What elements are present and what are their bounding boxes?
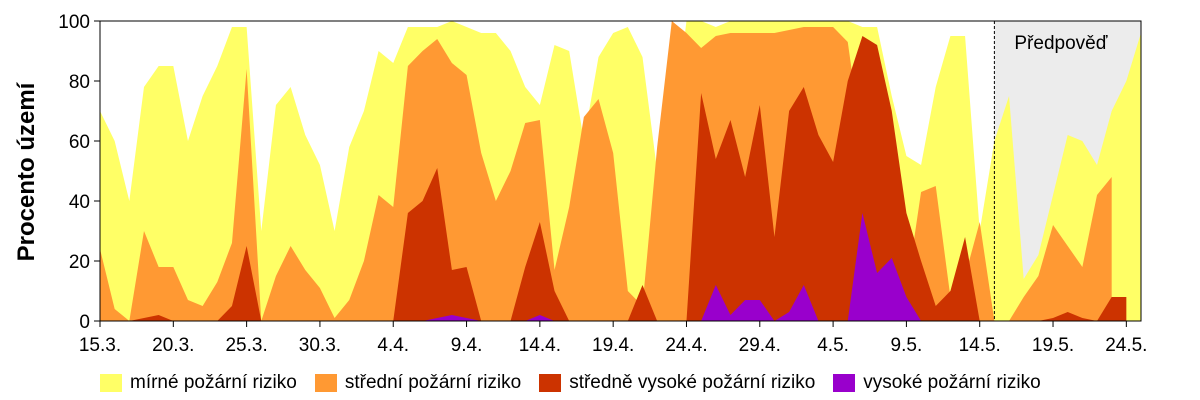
legend-swatch <box>833 374 856 392</box>
y-tick-label: 0 <box>79 312 90 333</box>
x-tick-label: 4.4. <box>377 335 409 356</box>
x-tick-label: 4.5. <box>817 335 849 356</box>
x-tick-label: 9.4. <box>451 335 483 356</box>
y-axis-title: Procento území <box>13 81 40 261</box>
x-tick-label: 29.4. <box>739 335 781 356</box>
legend-swatch <box>539 374 562 392</box>
legend-item-4: vysoké požární riziko <box>833 372 1041 394</box>
x-tick-label: 14.5. <box>959 335 1001 356</box>
legend-swatch <box>100 374 122 392</box>
legend-label: vysoké požární riziko <box>863 372 1041 393</box>
y-tick-label: 100 <box>58 12 90 33</box>
y-tick-label: 80 <box>69 72 90 93</box>
x-tick-label: 20.3. <box>152 335 194 356</box>
axes: 0 20 40 60 80 100 15.3. 20.3. 25.3. 30.3. 4.4. 9.4.… <box>58 12 1147 356</box>
x-tick-label: 9.5. <box>891 335 923 356</box>
plot-frame <box>99 20 1142 322</box>
plot-area: Předpověď <box>100 21 1141 321</box>
x-tick-label: 24.4. <box>665 335 707 356</box>
y-tick-label: 40 <box>69 192 90 213</box>
x-tick-label: 19.5. <box>1032 335 1074 356</box>
area-series-4 <box>100 213 1127 321</box>
forecast-label: Předpověď <box>1014 33 1107 54</box>
legend-item-1: mírné požární riziko <box>100 372 297 394</box>
legend-label: mírné požární riziko <box>130 372 297 393</box>
x-tick-label: 15.3. <box>79 335 121 356</box>
legend: mírné požární riziko střední požární rizi… <box>100 370 1180 396</box>
legend-item-3: středně vysoké požární riziko <box>539 372 815 394</box>
y-tick-label: 20 <box>69 252 90 273</box>
legend-label: středně vysoké požární riziko <box>569 372 816 393</box>
legend-swatch <box>314 374 337 392</box>
legend-item-2: střední požární riziko <box>314 372 522 394</box>
legend-label: střední požární riziko <box>344 372 522 393</box>
x-tick-label: 30.3. <box>299 335 341 356</box>
y-tick-label: 60 <box>69 132 90 153</box>
x-tick-label: 19.4. <box>592 335 634 356</box>
fire-risk-chart: Předpověď 0 20 40 60 80 100 15.3. 20.3. 25.3. 30.… <box>13 12 1147 356</box>
x-tick-label: 14.4. <box>519 335 561 356</box>
x-tick-label: 25.3. <box>225 335 267 356</box>
x-tick-label: 24.5. <box>1105 335 1147 356</box>
